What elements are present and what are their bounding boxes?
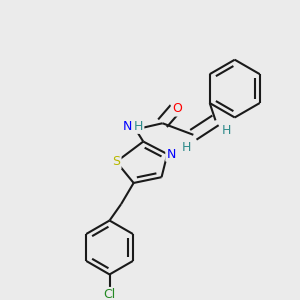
Text: H: H [221,124,231,137]
Text: N: N [123,120,133,133]
Text: H: H [182,141,191,154]
Text: S: S [112,155,120,168]
Text: H: H [134,120,143,133]
Text: O: O [172,102,182,115]
Text: N: N [167,148,176,160]
Text: Cl: Cl [103,288,116,300]
